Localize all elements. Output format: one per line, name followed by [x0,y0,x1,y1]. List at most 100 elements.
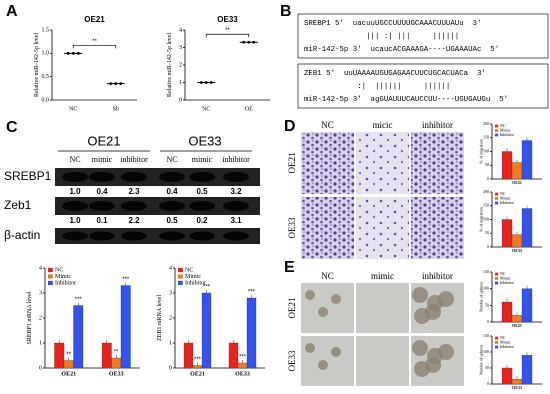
legend-swatch [495,201,499,205]
legend-swatch [178,267,183,273]
legend-label: NC [185,267,193,273]
column-label: NC [166,155,177,164]
x-tick-label: OE33 [512,248,522,253]
band-value: 1.0 [69,216,81,225]
y-tick-label: 3 [169,290,172,296]
legend-label: NC [500,123,506,128]
point [204,81,208,84]
y-tick-label: 200 [483,121,489,126]
sig-label: ** [66,352,71,358]
band-value: 0.5 [166,216,178,225]
blot-band [189,200,215,212]
blot-band [189,231,215,241]
y-axis-label: ZEB1 mRNA level [157,295,163,341]
band-value: 1.0 [69,187,81,196]
y-tick-label: 1 [169,340,172,346]
legend-swatch [495,281,499,285]
bar [521,288,533,323]
legend-swatch [495,277,499,280]
blot-band [62,200,88,212]
y-tick-label: 0.5 [42,74,50,80]
y-tick-label: 200 [483,189,489,194]
panel-label: D [284,118,296,135]
y-tick-label: 3 [39,290,42,296]
micrograph [356,336,409,386]
legend-label: NC [55,267,63,273]
y-tick-label: 100 [483,286,489,291]
y-tick-label: 0 [179,97,182,103]
panel-label: C [6,119,18,136]
panel-label: E [284,259,295,276]
band-value: 0.4 [96,187,108,196]
panel-label: A [6,3,18,20]
x-tick-label: OE33 [235,371,250,377]
y-tick-label: 1.5 [42,27,50,33]
legend-swatch [495,272,499,276]
sig-label: *** [203,285,211,291]
row-label: OE21 [287,153,297,174]
row-label: Zeb1 [4,198,32,212]
y-tick-label: 150 [483,269,489,274]
y-tick-label: 0 [487,381,489,386]
bar [101,342,112,369]
sequence-line: ||| :| ||| |||||| [304,33,459,41]
column-label: NC [321,120,334,130]
blot-band [89,171,115,183]
blot-band [89,200,115,212]
sequence-line: miR-142-5p 3' agGUAUUUCAUCCUU----UGUGAUG… [304,96,508,104]
legend-swatch [495,124,499,128]
sphere [318,307,328,317]
bar [237,362,248,369]
point [109,82,113,86]
bar [111,357,122,369]
x-tick-label: NC [69,106,77,112]
legend-label: Mimic [500,127,511,132]
panel-label: B [280,3,292,20]
column-label: inhibitor [120,155,148,164]
point [119,82,123,86]
column-label: mimic [92,155,113,164]
column-label: NC [321,271,334,281]
point [114,82,118,86]
x-tick-label: Sh [113,106,119,112]
x-tick-label: OE33 [512,385,522,390]
legend-label: Mimic [55,274,71,280]
point [247,40,251,44]
micrograph [356,132,409,194]
bar [201,292,212,369]
y-tick-label: 1.0 [42,51,50,57]
band-value: 2.2 [128,216,140,225]
bar [54,342,65,369]
y-tick-label: 0 [487,176,489,181]
legend-label: Inhibitor [500,132,515,137]
y-axis-label: % of migration [479,207,484,231]
legend-swatch [48,274,53,279]
bar [501,219,513,248]
band-value: 3.1 [230,216,242,225]
bar [192,365,203,369]
legend-swatch [495,341,499,344]
sphere [331,294,341,304]
y-tick-label: 0 [487,244,489,249]
y-tick-label: 0 [487,319,489,324]
legend-swatch [48,267,53,273]
sig-bracket [205,33,250,38]
point [66,51,70,55]
group-label: OE33 [188,133,221,148]
x-tick-label: NC [202,106,210,112]
y-tick-label: 2 [39,315,42,321]
band-value: 3.2 [230,187,242,196]
bar [511,234,523,248]
blot-band [89,231,115,241]
legend-label: NC [500,271,506,276]
bar [511,379,523,385]
y-tick-label: 4 [179,27,182,33]
legend-swatch [495,192,499,196]
bar [501,301,513,323]
sig-label: *** [239,355,247,361]
blot-band [159,231,185,241]
group-label: OE21 [87,133,120,148]
point [242,40,246,44]
legend-label: NC [500,335,506,340]
y-axis-label: Relative miR-142-5p level [34,33,40,97]
